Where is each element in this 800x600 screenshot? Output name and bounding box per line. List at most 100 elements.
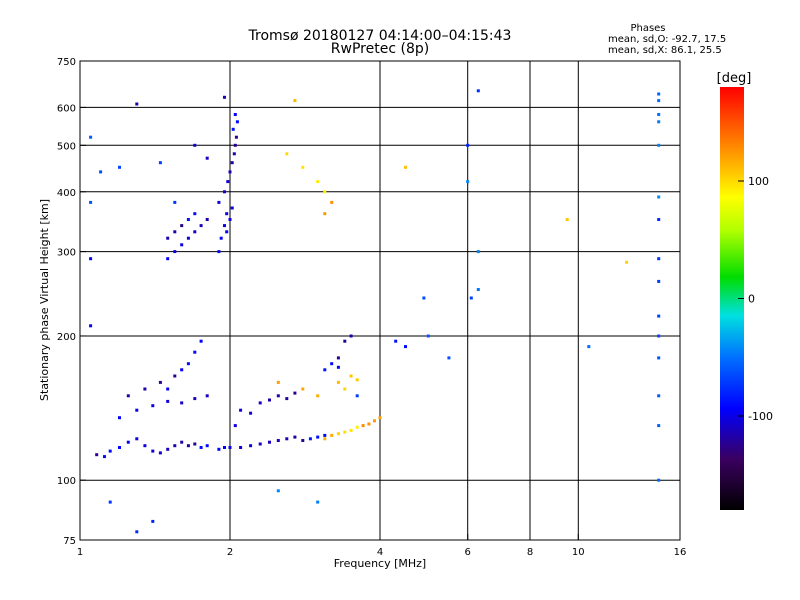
colorbar-ticks: 100 0 -100 (738, 175, 773, 423)
data-point (235, 120, 239, 124)
data-point (466, 143, 470, 147)
colorbar-tick-label: 100 (748, 175, 769, 188)
data-point (293, 391, 297, 395)
data-point (223, 95, 226, 99)
stats-line-x: mean, sd,X: 86.1, 25.5 (608, 45, 722, 56)
data-point (230, 161, 234, 165)
data-point (166, 387, 170, 391)
data-point (186, 444, 190, 448)
data-point (476, 89, 480, 93)
data-point (186, 218, 190, 221)
data-point (143, 387, 147, 391)
data-point (426, 334, 430, 338)
data-point (249, 411, 253, 415)
data-point (166, 236, 170, 240)
data-point (180, 368, 184, 372)
data-point (301, 387, 305, 391)
data-point (565, 218, 569, 221)
data-point (349, 334, 353, 338)
data-point (268, 398, 271, 402)
data-point (657, 424, 661, 428)
data-point (193, 230, 197, 234)
data-point (367, 422, 371, 426)
data-point (199, 339, 203, 343)
y-tick-label: 400 (57, 188, 76, 199)
data-point (118, 416, 121, 420)
data-point (223, 446, 226, 449)
data-points (89, 89, 661, 534)
data-point (657, 92, 661, 96)
data-point (225, 212, 229, 216)
x-tick-label: 10 (572, 547, 585, 558)
data-point (166, 447, 170, 451)
data-point (258, 401, 262, 405)
data-point (323, 433, 327, 437)
stats-line-o: mean, sd,O: -92.7, 17.5 (608, 34, 726, 45)
data-point (447, 356, 451, 360)
data-point (228, 170, 232, 174)
y-tick-label: 100 (57, 476, 76, 487)
data-point (293, 99, 297, 103)
data-point (166, 399, 170, 403)
data-point (293, 435, 297, 439)
y-tick-label: 600 (57, 103, 76, 114)
data-point (657, 394, 661, 398)
data-point (301, 165, 305, 169)
data-point (205, 218, 209, 221)
colorbar-label: [deg] (717, 71, 752, 86)
data-point (657, 356, 661, 360)
data-point (186, 236, 190, 240)
y-tick-label: 75 (63, 536, 76, 547)
data-point (394, 339, 398, 343)
data-point (225, 230, 229, 234)
data-point (476, 288, 480, 291)
data-point (186, 362, 190, 366)
data-point (180, 224, 184, 228)
data-point (135, 530, 139, 534)
y-axis-label: Stationary phase Virtual Height [km] (38, 199, 51, 401)
data-point (276, 394, 280, 398)
data-point (316, 394, 320, 398)
data-point (89, 257, 93, 261)
data-point (173, 230, 177, 234)
data-point (151, 404, 155, 408)
data-point (239, 408, 243, 412)
axis-ticks: 1 2 4 6 8 10 16 75 100 200 300 400 500 600 750 (57, 57, 686, 558)
data-point (276, 489, 280, 493)
x-axis-label: Frequency [MHz] (334, 557, 426, 570)
data-point (316, 180, 320, 184)
data-point (378, 416, 382, 420)
data-point (228, 218, 232, 221)
data-point (308, 437, 312, 441)
data-point (343, 339, 347, 343)
colorbar-tick-label: 0 (748, 293, 755, 306)
data-point (173, 250, 177, 254)
data-point (422, 296, 426, 300)
x-tick-label: 6 (465, 547, 471, 558)
data-point (234, 135, 238, 139)
data-point (276, 439, 280, 442)
data-point (143, 444, 147, 448)
x-tick-label: 1 (77, 547, 83, 558)
y-tick-label: 500 (57, 141, 76, 152)
data-point (323, 212, 327, 216)
data-point (469, 296, 473, 300)
data-point (657, 279, 661, 283)
data-point (625, 260, 629, 264)
data-point (135, 102, 139, 106)
data-point (135, 408, 139, 412)
data-point (355, 378, 359, 382)
data-point (258, 442, 262, 446)
data-point (233, 424, 237, 428)
data-point (361, 424, 365, 428)
colorbar-tick-label: -100 (748, 410, 773, 423)
data-point (285, 397, 289, 401)
data-point (466, 180, 470, 184)
chart-subtitle: RwPretec (8p) (331, 41, 429, 57)
data-point (657, 143, 661, 147)
data-point (173, 444, 177, 448)
data-point (657, 99, 661, 103)
data-point (330, 200, 334, 204)
data-point (193, 143, 197, 147)
data-point (657, 218, 661, 221)
